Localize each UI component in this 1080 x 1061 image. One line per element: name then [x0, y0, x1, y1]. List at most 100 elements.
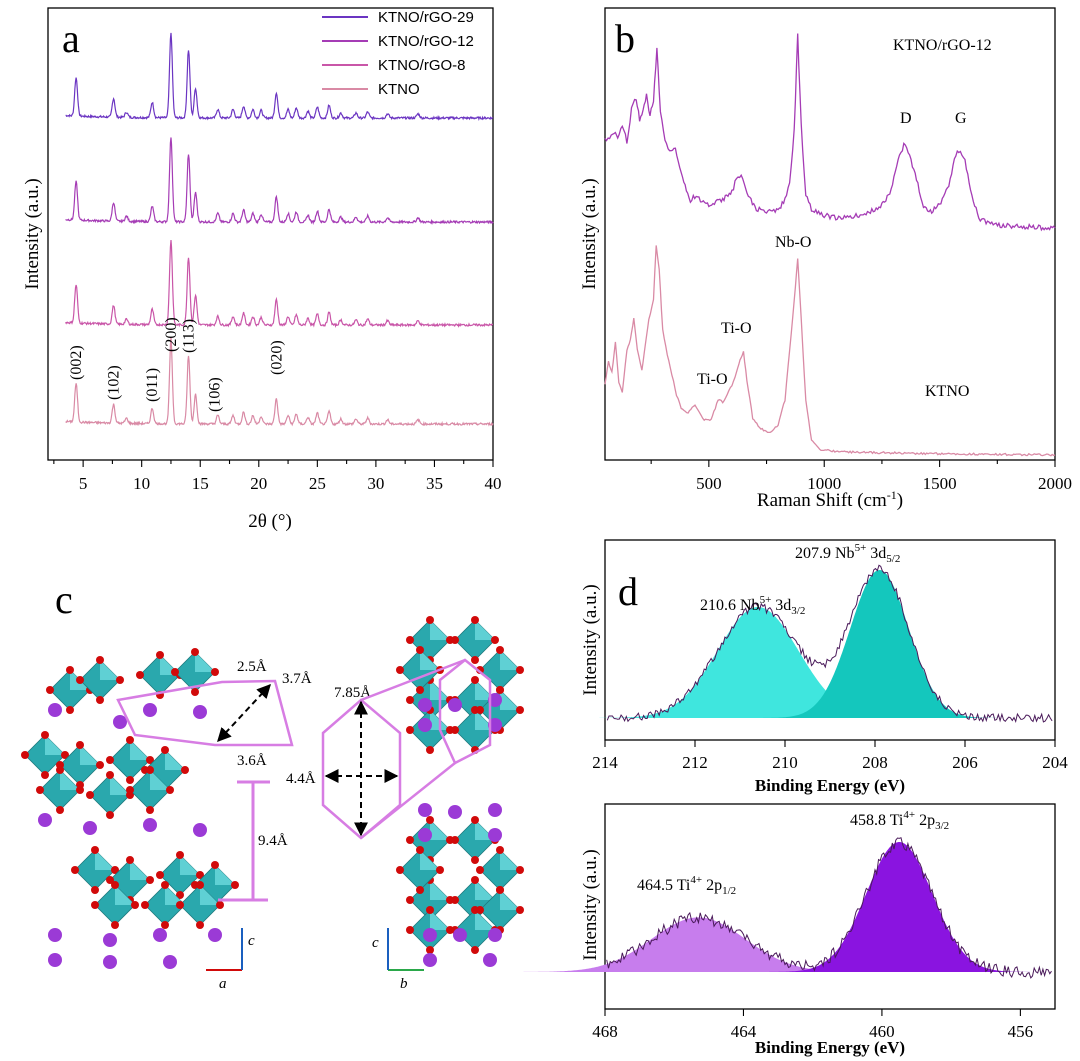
panel-a-peak-labels: (002) (102) (011)(200) (113) (106) (020): [68, 317, 285, 412]
axis-c-label-right: c: [372, 935, 379, 951]
xrd-series-line: [65, 32, 494, 122]
oxygen-atom: [111, 866, 119, 874]
panel-a-y-axis-title: Intensity (a.u.): [22, 178, 43, 289]
oxygen-atom: [126, 736, 134, 744]
peak-index-label: (102): [106, 365, 123, 400]
oxygen-atom: [471, 856, 479, 864]
legend-entry: KTNO: [378, 81, 420, 98]
peak-index-label: (011): [144, 368, 161, 402]
octahedron-face: [100, 660, 120, 680]
xps-peak-fill: [762, 570, 997, 718]
oxygen-atom: [96, 696, 104, 704]
dimension-3-7: 3.7Å: [282, 671, 312, 687]
oxygen-atom: [146, 766, 154, 774]
x-tick-label: 214: [592, 753, 618, 772]
octahedron-face: [95, 850, 115, 870]
oxygen-atom: [161, 746, 169, 754]
x-tick-label: 30: [367, 474, 384, 493]
legend-entry: KTNO/rGO-29: [378, 9, 474, 26]
oxygen-atom: [451, 636, 459, 644]
potassium-atom: [448, 805, 462, 819]
oxygen-atom: [471, 616, 479, 624]
potassium-atom: [448, 698, 462, 712]
oxygen-atom: [406, 636, 414, 644]
x-tick-label: 2000: [1038, 474, 1072, 493]
panel-d1-plot-frame: [604, 539, 1056, 741]
zoom-line-top: [360, 658, 466, 702]
oxygen-atom: [141, 901, 149, 909]
potassium-atom: [153, 928, 167, 942]
octahedron-face: [475, 620, 495, 640]
peak-label-ti-2p12: 464.5 Ti4+ 2p1/2: [637, 874, 736, 897]
octahedron-face: [115, 885, 135, 905]
oxygen-atom: [76, 741, 84, 749]
oxygen-atom: [126, 786, 134, 794]
oxygen-atom: [131, 901, 139, 909]
axis-indicator-ac: a c: [206, 928, 255, 992]
octahedron-face: [420, 850, 440, 870]
xps-raw-line: [606, 564, 1053, 723]
panel-a-letter: a: [62, 16, 80, 61]
oxygen-atom: [471, 676, 479, 684]
oxygen-atom: [426, 616, 434, 624]
oxygen-atom: [476, 866, 484, 874]
peak-index-label: (113): [181, 319, 198, 353]
potassium-atom: [488, 928, 502, 942]
oxygen-atom: [111, 921, 119, 929]
octahedron-face: [500, 890, 520, 910]
oxygen-atom: [66, 706, 74, 714]
oxygen-atom: [116, 676, 124, 684]
peak-label-ti-2p32: 458.8 Ti4+ 2p3/2: [850, 809, 949, 832]
oxygen-atom: [161, 881, 169, 889]
panel-b-letter: b: [615, 16, 635, 61]
octahedron-face: [150, 770, 170, 790]
octahedron-face: [60, 770, 80, 790]
xps-peak-fill: [596, 607, 920, 718]
oxygen-atom: [191, 648, 199, 656]
oxygen-atom: [406, 896, 414, 904]
oxygen-atom: [41, 771, 49, 779]
potassium-atom: [103, 955, 117, 969]
peak-index-label: (200): [163, 317, 180, 352]
potassium-atom: [418, 803, 432, 817]
oxygen-atom: [451, 726, 459, 734]
octahedron-face: [180, 855, 200, 875]
oxygen-atom: [96, 656, 104, 664]
oxygen-atom: [91, 901, 99, 909]
oxygen-atom: [406, 726, 414, 734]
panel-a-xrd-chart: a 5 10 15 20 25 30 35 40 (002)(102) (011)(200) (1…: [22, 7, 502, 532]
oxygen-atom: [111, 881, 119, 889]
oxygen-atom: [426, 946, 434, 954]
potassium-atom: [453, 928, 467, 942]
x-tick-label: 25: [309, 474, 326, 493]
panel-b-y-axis-title: Intensity (a.u.): [579, 178, 600, 289]
panel-b-label-ti-o-low: Ti-O: [697, 371, 728, 388]
potassium-atom: [143, 703, 157, 717]
oxygen-atom: [196, 871, 204, 879]
legend-entry: KTNO/rGO-12: [378, 33, 474, 50]
octahedron-face: [500, 650, 520, 670]
panel-b-raman-chart: b 500 1000 1500 2000 KTNO/rGO-12 D G Nb-O T…: [579, 7, 1072, 511]
x-tick-label: 20: [250, 474, 267, 493]
x-tick-label: 35: [426, 474, 443, 493]
oxygen-atom: [161, 921, 169, 929]
oxygen-atom: [156, 871, 164, 879]
dimension-arrow-3-7: [217, 683, 271, 743]
xps-peak-fill: [511, 917, 886, 972]
oxygen-atom: [451, 836, 459, 844]
dimension-3-6: 3.6Å: [237, 753, 267, 769]
raman-series-line: [604, 245, 1056, 457]
panel-d2-x-ticks: 468 464 460 456: [592, 1009, 1033, 1041]
oxygen-atom: [146, 756, 154, 764]
octahedron-face: [500, 690, 520, 710]
octahedron-face: [430, 620, 450, 640]
interlayer-spacing-bracket: [218, 780, 270, 902]
potassium-atom: [103, 933, 117, 947]
xrd-series-line: [65, 240, 493, 329]
oxygen-atom: [136, 671, 144, 679]
peak-label-nb-3d32: 210.6 Nb5+ 3d3/2: [700, 594, 805, 617]
octahedron-face: [475, 910, 495, 930]
peak-label-nb-3d52: 207.9 Nb5+ 3d5/2: [795, 542, 900, 565]
oxygen-atom: [191, 688, 199, 696]
